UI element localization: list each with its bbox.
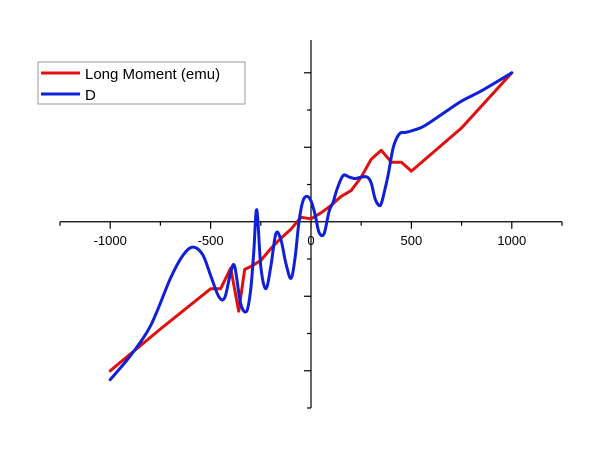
- x-tick-label: 1000: [497, 233, 526, 248]
- x-tick-label: -500: [198, 233, 224, 248]
- legend-box: [37, 61, 246, 105]
- legend-label-long-moment: Long Moment (emu): [85, 66, 220, 83]
- series-line-d: [108, 71, 514, 382]
- legend-label-d: D: [85, 87, 96, 104]
- x-tick-label: -1000: [94, 233, 127, 248]
- plot-area: [108, 71, 514, 382]
- legend: Long Moment (emu) D: [37, 61, 246, 105]
- axes: -1000 -500 0 500 1000: [59, 40, 563, 409]
- x-tick-label: 0: [307, 233, 314, 248]
- x-tick-label: 500: [401, 233, 423, 248]
